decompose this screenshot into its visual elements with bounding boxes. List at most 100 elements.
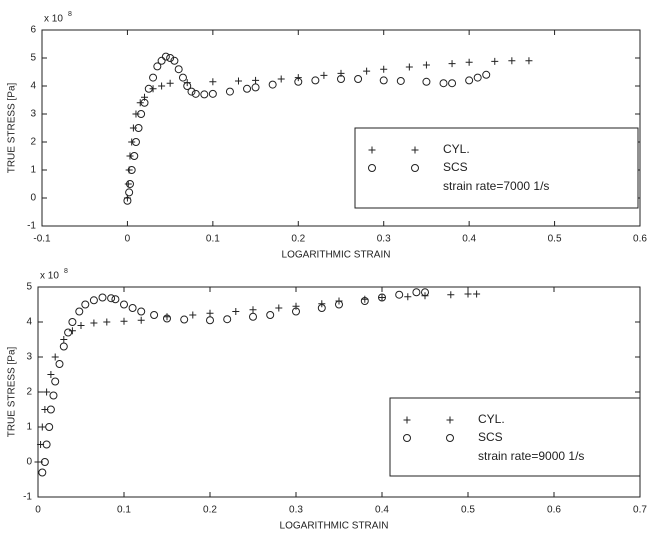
circle-marker <box>396 76 405 85</box>
circle-marker <box>223 315 232 324</box>
y-tick-label: 2 <box>30 137 36 148</box>
circle-marker <box>59 342 68 351</box>
y-multiplier: x 10 <box>40 271 59 282</box>
plus-marker <box>136 99 144 107</box>
circle-marker <box>166 54 175 62</box>
circle-marker <box>45 423 54 431</box>
y-tick-label: 3 <box>26 352 32 363</box>
plus-marker <box>232 308 240 315</box>
plus-marker <box>38 423 46 431</box>
plus-marker <box>378 294 386 301</box>
circle-marker <box>125 180 134 188</box>
circle-marker <box>137 307 146 316</box>
circle-marker <box>294 77 303 86</box>
circle-marker <box>42 440 51 449</box>
circle-marker <box>421 288 429 297</box>
x-tick-label: -0.1 <box>33 234 51 245</box>
x-tick-label: 0.4 <box>462 234 476 245</box>
circle-marker <box>64 328 73 337</box>
plus-marker <box>465 58 473 66</box>
plus-marker <box>47 371 55 378</box>
circle-marker <box>128 304 137 312</box>
y-multiplier: x 10 <box>44 14 63 25</box>
circle-marker <box>49 391 58 400</box>
legend-label: CYL. <box>443 142 470 156</box>
circle-marker <box>439 79 448 88</box>
legend-marker <box>446 434 454 442</box>
plus-marker <box>129 124 137 132</box>
circle-marker <box>335 300 343 309</box>
circle-marker <box>131 138 140 146</box>
circle-marker <box>395 290 404 299</box>
circle-marker <box>149 73 158 82</box>
circle-marker <box>180 315 189 324</box>
circle-marker <box>268 80 277 89</box>
plus-marker <box>77 322 85 329</box>
legend-marker <box>411 164 419 172</box>
y-tick-label: 1 <box>30 165 36 176</box>
plus-marker <box>464 290 472 298</box>
circle-marker <box>140 98 149 107</box>
x-tick-label: 0.1 <box>206 234 220 245</box>
circle-marker <box>120 300 128 309</box>
y-tick-label: 3 <box>30 109 36 120</box>
circle-marker <box>150 311 159 319</box>
circle-marker <box>75 307 84 316</box>
x-tick-label: 0.6 <box>547 505 561 516</box>
y-tick-label: 4 <box>26 317 32 328</box>
circle-marker <box>183 82 192 90</box>
plus-marker <box>120 317 128 325</box>
circle-marker <box>187 87 196 96</box>
circle-marker <box>206 316 214 325</box>
plus-marker <box>166 79 174 87</box>
plus-marker <box>34 458 42 466</box>
plus-marker <box>103 318 111 326</box>
legend-marker <box>368 164 376 172</box>
x-tick-label: 0.3 <box>289 505 303 516</box>
circle-marker <box>243 84 252 93</box>
y-tick-label: 4 <box>30 81 36 92</box>
plus-marker <box>132 110 140 118</box>
plus-marker <box>508 57 516 65</box>
circle-marker <box>251 83 260 92</box>
circle-marker <box>292 307 300 316</box>
y-exponent: 8 <box>64 268 68 275</box>
circle-marker <box>379 76 388 85</box>
y-axis-label: TRUE STRESS [Pa] <box>7 82 18 173</box>
x-tick-label: 0.4 <box>375 505 389 516</box>
y-axis-label: TRUE STRESS [Pa] <box>7 346 18 437</box>
plus-marker <box>473 290 481 298</box>
x-axis-label: LOGARITHMIC STRAIN <box>282 250 391 261</box>
circle-marker <box>55 360 64 368</box>
circle-marker <box>354 75 363 83</box>
x-tick-label: 0.2 <box>203 505 217 516</box>
plus-marker <box>318 300 326 308</box>
circle-marker <box>98 293 107 302</box>
plus-marker <box>380 65 388 73</box>
plus-marker <box>277 75 285 83</box>
circle-marker <box>178 73 187 82</box>
circle-marker <box>448 79 457 88</box>
y-tick-label: 2 <box>26 387 32 398</box>
circle-marker <box>225 87 234 96</box>
plus-marker <box>361 295 369 303</box>
plus-marker <box>51 353 59 361</box>
circle-marker <box>412 288 421 297</box>
legend-marker <box>446 416 454 424</box>
circle-marker <box>317 304 326 312</box>
annotation: strain rate=7000 1/s <box>443 179 549 193</box>
x-tick-label: 0.2 <box>291 234 305 245</box>
plus-marker <box>149 85 157 93</box>
circle-marker <box>153 62 162 71</box>
circle-marker <box>200 90 209 99</box>
plus-marker <box>163 313 171 321</box>
circle-marker <box>163 314 171 323</box>
circle-marker <box>134 124 143 132</box>
circle-marker <box>123 196 132 205</box>
plus-marker <box>124 180 132 188</box>
plus-marker <box>60 336 68 343</box>
circle-marker <box>337 75 345 83</box>
plus-marker <box>249 306 257 314</box>
y-tick-label: -1 <box>27 221 36 232</box>
